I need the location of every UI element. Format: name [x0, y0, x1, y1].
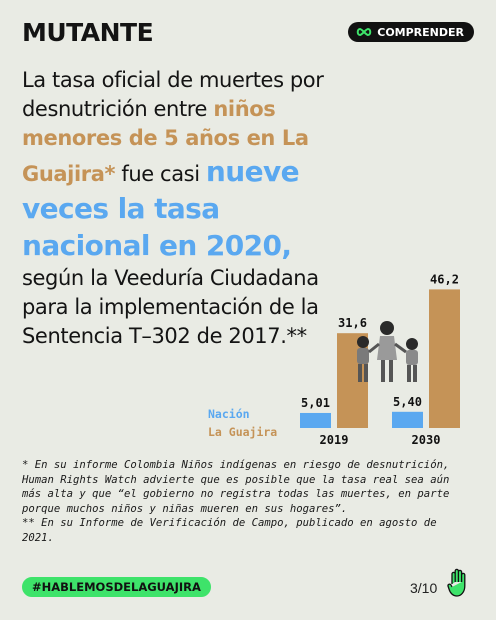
footnote-2: ** En su Informe de Verificación de Camp… [22, 517, 437, 544]
bar-nacion-2019 [300, 412, 331, 428]
headline-part2: fue casi [115, 162, 206, 186]
logo: MUTANTE [22, 18, 154, 47]
x-tick-label-2030: 2030 [412, 433, 441, 447]
headline: La tasa oficial de muertes por desnutric… [22, 66, 352, 351]
bar-nacion-2030 [392, 411, 423, 428]
bar-guajira-2030 [429, 289, 460, 428]
infinity-icon [356, 27, 372, 37]
data-label-guajira-2019: 31,6 [338, 316, 367, 330]
page-counter: 3/10 [410, 580, 438, 596]
headline-accent: niños menores de 5 años en La Guajira* [22, 97, 309, 186]
footnotes: * En su informe Colombia Niños indígenas… [22, 458, 472, 546]
comprender-label: COMPRENDER [377, 25, 464, 39]
data-label-nacion-2019: 5,01 [301, 396, 330, 410]
headline-part3: según la Veeduría Ciudadana para la impl… [22, 266, 319, 348]
headline-part1: La tasa oficial de muertes por desnutric… [22, 68, 324, 121]
bar-chart: 5,01 31,6 2019 5,40 46,2 2030 Nación La Guajira [200, 260, 470, 450]
data-label-guajira-2030: 46,2 [430, 272, 459, 286]
headline-big: nueve veces la tasa nacional en 2020, [22, 155, 300, 262]
raised-hand-icon [447, 568, 471, 603]
legend-guajira: La Guajira [208, 425, 277, 439]
footnote-1: * En su informe Colombia Niños indígenas… [22, 459, 450, 515]
bar-chart-svg: 5,01 31,6 2019 5,40 46,2 2030 Nación La Guajira [208, 272, 460, 447]
children-illustration [357, 321, 418, 382]
x-tick-label-2019: 2019 [320, 433, 349, 447]
legend-nacion: Nación [208, 407, 250, 421]
hashtag-badge[interactable]: #HABLEMOSDELAGUAJIRA [22, 577, 211, 597]
data-label-nacion-2030: 5,40 [393, 395, 422, 409]
comprender-button[interactable]: COMPRENDER [348, 22, 474, 42]
